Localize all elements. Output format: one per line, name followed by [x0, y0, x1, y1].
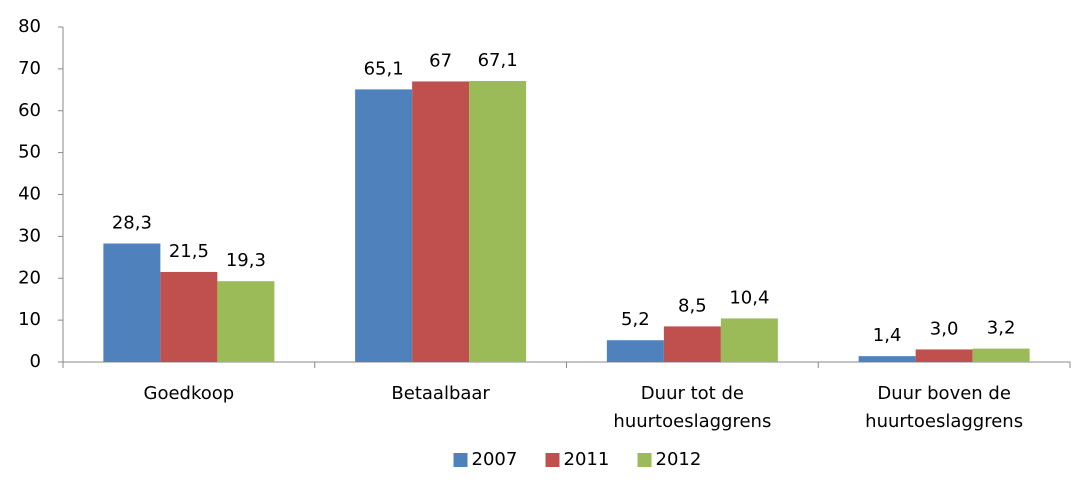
y-tick-label: 0 — [30, 351, 41, 372]
y-tick-label: 10 — [18, 309, 41, 330]
bar — [412, 81, 470, 362]
x-tick-label: Betaalbaar — [391, 383, 490, 404]
legend-label: 2012 — [656, 449, 702, 470]
legend-swatch — [545, 453, 560, 467]
x-tick-label: Duur tot de huurtoeslaggrens — [613, 383, 771, 432]
bar — [720, 318, 778, 362]
bar — [217, 281, 275, 362]
y-tick-label: 70 — [18, 58, 41, 79]
y-tick-label: 20 — [18, 267, 41, 288]
legend-label: 2007 — [472, 449, 518, 470]
bar — [355, 89, 413, 363]
x-tick-label: Duur boven de huurtoeslaggrens — [865, 383, 1023, 432]
value-label: 5,2 — [621, 309, 650, 330]
y-tick-label: 50 — [18, 142, 41, 163]
legend-label: 2011 — [564, 449, 610, 470]
bar — [663, 326, 721, 362]
x-tick-label: Goedkoop — [144, 383, 235, 404]
bar — [469, 81, 527, 363]
value-label: 19,3 — [226, 250, 266, 271]
value-label: 21,5 — [169, 241, 209, 262]
value-label: 65,1 — [364, 58, 404, 79]
bar — [972, 348, 1030, 362]
legend-swatch — [637, 453, 652, 467]
legend-swatch — [453, 453, 468, 467]
value-label: 10,4 — [729, 287, 769, 308]
y-tick-label: 60 — [18, 100, 41, 121]
y-tick-label: 80 — [18, 16, 41, 37]
bar — [160, 271, 218, 362]
y-tick-label: 30 — [18, 225, 41, 246]
value-label: 3,2 — [987, 318, 1016, 339]
bar — [606, 340, 664, 362]
value-label: 28,3 — [112, 212, 152, 233]
value-label: 67 — [429, 50, 452, 71]
bar — [858, 356, 916, 362]
bar — [915, 349, 973, 362]
value-label: 3,0 — [930, 318, 959, 339]
value-label: 8,5 — [678, 295, 707, 316]
bar — [103, 243, 161, 362]
value-label: 67,1 — [478, 50, 518, 71]
value-label: 1,4 — [873, 325, 902, 346]
y-tick-label: 40 — [18, 184, 41, 205]
